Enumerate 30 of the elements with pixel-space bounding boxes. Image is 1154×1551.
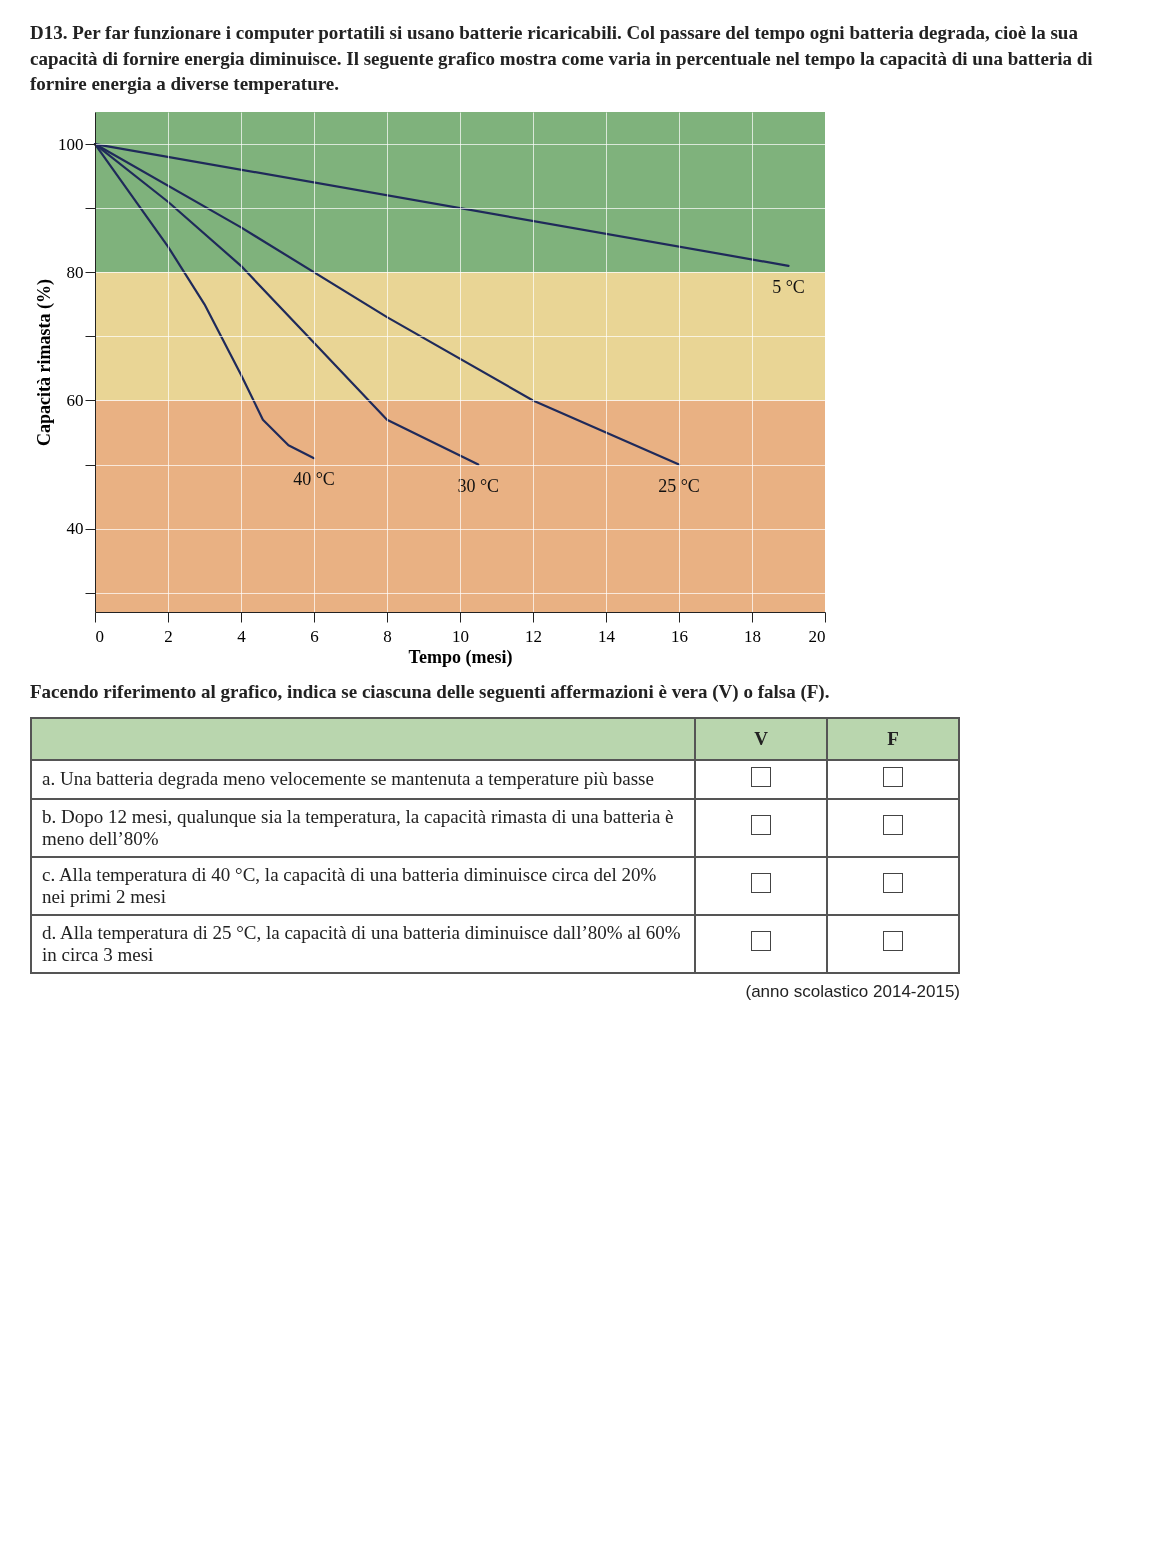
text: Facendo riferimento al grafico, indica se ciascuna delle seguenti affermazioni è vera (V) o falsa (F).	[30, 680, 831, 703]
series-label: 30 °C	[457, 475, 500, 496]
text: b. Dopo 12 mesi, qualunque sia la temperatura, la capacità rimasta di una batteria è meno dell’80%	[31, 798, 695, 857]
text: F	[827, 717, 959, 760]
x-tick-label: 0	[95, 626, 104, 646]
y-axis-title: Capacità rimasta (%)	[34, 278, 55, 446]
x-tick-label: 4	[237, 626, 247, 646]
x-tick-label: 18	[744, 626, 761, 646]
text: d. Alla temperatura di 25 °C, la capacità di una batteria diminuisce dall’80% al 60% in circa 3 mesi	[31, 914, 695, 973]
x-tick-label: 6	[310, 626, 319, 646]
series-label: 5 °C	[772, 276, 805, 297]
chart-title: D13. Per far funzionare i computer portatili si usano batterie ricaricabili. Col passare del tempo ogni batteria degrada, cioè la sua capacità di fornire energia diminuisce. Il seguente grafico mostra come varia in percentuale nel tempo la capacità di una batteria di fornire energia a diverse temperature.	[30, 21, 1094, 97]
text: V	[695, 717, 827, 760]
y-tick-label: 60	[66, 390, 84, 410]
x-tick-label: 12	[525, 626, 542, 646]
x-tick-label: 10	[452, 626, 469, 646]
x-tick-label: 8	[383, 626, 392, 646]
series-label: 40 °C	[293, 469, 335, 490]
y-tick-label: 80	[66, 262, 84, 282]
y-tick-label: 40	[66, 519, 84, 539]
series-label: 25 °C	[658, 475, 700, 496]
x-tick-label: 16	[671, 626, 688, 646]
x-axis-title: Tempo (mesi)	[408, 646, 513, 668]
y-tick-label: 100	[58, 134, 84, 154]
text: a. Una batteria degrada meno velocemente se mantenuta a temperature più basse	[31, 759, 695, 799]
x-tick-label: 20	[808, 626, 826, 646]
x-tick-label: 14	[598, 626, 616, 646]
x-tick-label: 2	[164, 626, 173, 646]
text: (anno scolastico 2014-2015)	[744, 981, 960, 1002]
text: c. Alla temperatura di 40 °C, la capacità di una batteria diminuisce circa del 20% nei primi 2 mesi	[31, 856, 695, 915]
